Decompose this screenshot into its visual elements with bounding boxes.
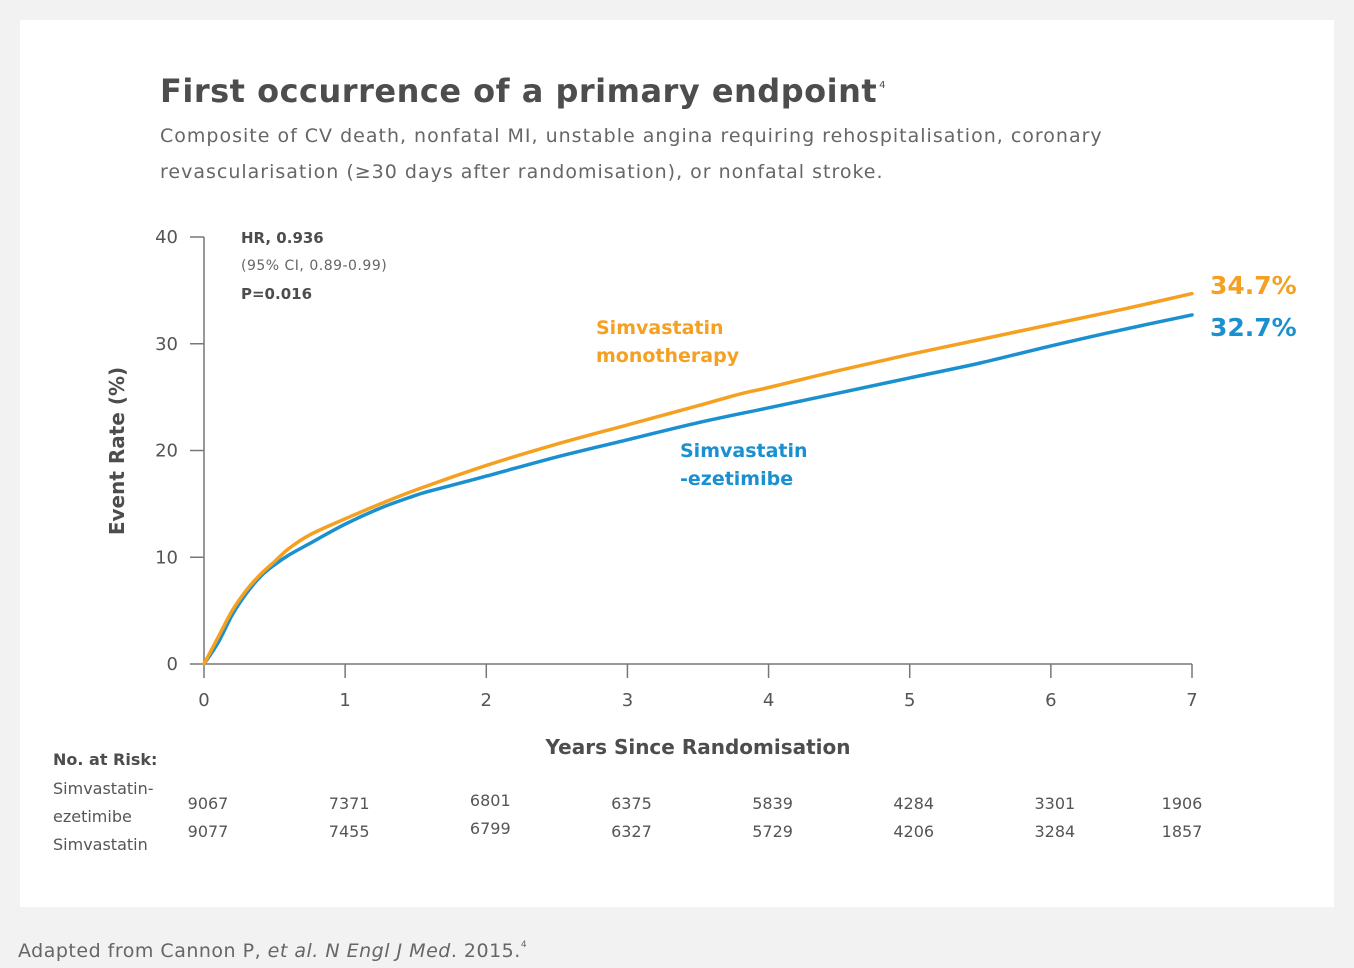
chart-title: First occurrence of a primary endpoint 4 [160,72,886,110]
series-line-simvastatin-monotherapy [202,291,1194,666]
y-axis-label: Event Rate (%) [105,367,129,535]
risk-value-simvastatin-ezetimibe: 6801 [469,791,511,810]
y-tick-label: 30 [155,334,178,355]
series-lines [202,291,1194,666]
end-value-monotherapy: 34.7% [1210,271,1297,300]
y-tick-label: 40 [155,227,178,248]
y-tick-label: 0 [167,654,178,675]
figure-card [20,20,1334,907]
risk-row1-name-line1: Simvastatin- [53,779,154,798]
p-value: P=0.016 [241,285,313,303]
label-mono-line2: monotherapy [596,345,740,367]
label-eze-line2: -ezetimibe [680,468,794,490]
risk-value-simvastatin: 7455 [328,822,370,841]
x-tick-label: 7 [1186,690,1197,711]
y-tick-label: 10 [155,547,178,568]
hazard-ratio-box: HR, 0.936 (95% CI, 0.89-0.99) P=0.016 [241,224,387,308]
label-simvastatin-monotherapy: Simvastatin monotherapy [596,314,739,370]
risk-value-simvastatin: 4206 [893,822,935,841]
risk-value-simvastatin-ezetimibe: 5839 [752,794,793,813]
risk-value-simvastatin: 1857 [1161,822,1203,841]
y-tick-label: 20 [155,441,178,462]
confidence-interval: (95% CI, 0.89-0.99) [241,258,388,274]
risk-row2-name: Simvastatin [53,835,148,854]
risk-value-simvastatin: 9077 [187,822,229,841]
axes: 0 10 20 30 40 0 1 2 3 4 5 6 7 Years Since Randomisati… [105,227,1198,759]
risk-value-simvastatin: 5729 [752,822,793,841]
risk-value-simvastatin-ezetimibe: 6375 [611,794,652,813]
risk-value-simvastatin-ezetimibe: 7371 [328,794,370,813]
x-tick-label: 5 [904,690,915,711]
risk-value-simvastatin-ezetimibe: 1906 [1161,794,1203,813]
x-tick-label: 0 [198,690,209,711]
footnote-reference: 4 [520,940,528,950]
x-tick-label: 6 [1045,690,1056,711]
risk-value-simvastatin: 6327 [611,822,652,841]
risk-value-simvastatin-ezetimibe: 3301 [1034,794,1076,813]
x-tick-label: 4 [763,690,774,711]
risk-table-title: No. at Risk: [53,750,158,769]
chart-subtitle: Composite of CV death, nonfatal MI, unst… [160,125,1103,183]
risk-value-simvastatin: 3284 [1034,822,1076,841]
footnote-suffix: . 2015. [450,940,521,962]
risk-value-simvastatin: 6799 [469,819,511,838]
footnote-journal: et al. N Engl J Med [267,940,451,962]
chart-title-text: First occurrence of a primary endpoint [160,72,878,110]
x-axis-label: Years Since Randomisation [545,735,851,759]
risk-row1-name-line2: ezetimibe [53,807,132,826]
x-tick-label: 2 [481,690,492,711]
x-tick-label: 1 [339,690,350,711]
risk-value-simvastatin-ezetimibe: 4284 [893,794,935,813]
x-tick-label: 3 [622,690,633,711]
label-eze-line1: Simvastatin [680,440,808,462]
risk-table-row-names: Simvastatin- ezetimibe Simvastatin [53,775,154,859]
end-value-ezetimibe: 32.7% [1210,313,1297,342]
label-mono-line1: Simvastatin [596,317,724,339]
footnote-prefix: Adapted from Cannon P, [18,940,268,962]
risk-value-simvastatin-ezetimibe: 9067 [187,794,229,813]
title-reference: 4 [879,80,887,91]
source-footnote: Adapted from Cannon P, et al. N Engl J M… [18,940,527,962]
hazard-ratio: HR, 0.936 [241,229,324,247]
label-simvastatin-ezetimibe: Simvastatin -ezetimibe [680,437,808,493]
